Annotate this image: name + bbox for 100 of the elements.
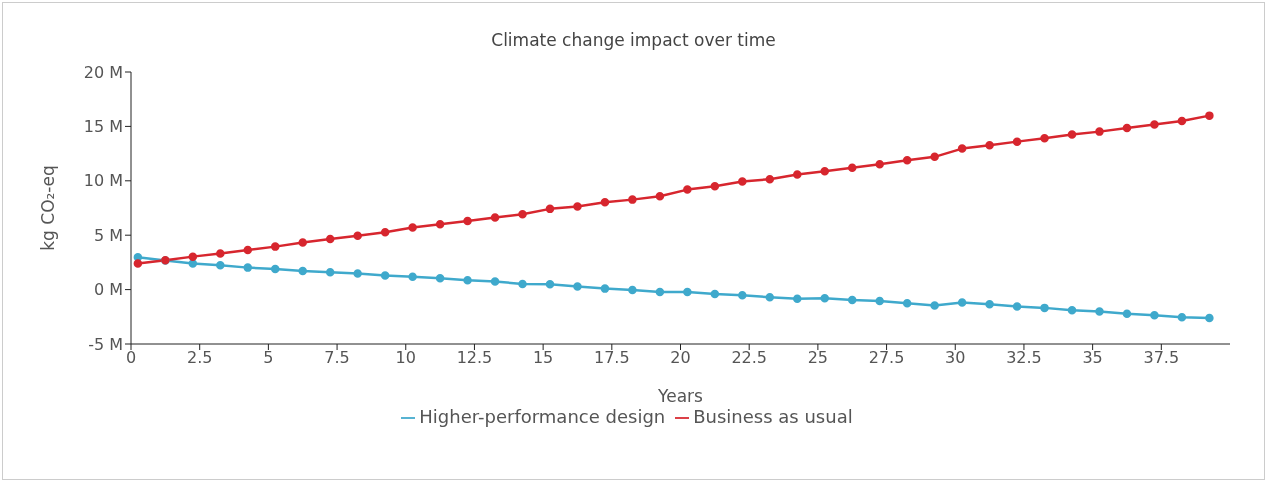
point — [1095, 307, 1104, 316]
x-tick-label: 15 — [532, 348, 554, 368]
point — [545, 279, 555, 289]
point — [1150, 120, 1159, 129]
y-tick-label: -5 M — [88, 334, 123, 354]
point — [738, 177, 747, 186]
x-tick-label: 30 — [945, 348, 966, 368]
point — [243, 245, 253, 255]
point — [1122, 123, 1132, 133]
point — [600, 284, 610, 293]
point — [793, 170, 802, 179]
chart-title: Climate change impact over time — [490, 30, 777, 50]
point — [902, 298, 912, 308]
x-tick-label: 5 — [263, 348, 274, 368]
x-axis-title: Years — [657, 386, 704, 406]
point — [1012, 302, 1022, 311]
point — [353, 231, 362, 240]
point — [1205, 111, 1214, 120]
x-tick-label: 27.5 — [868, 348, 905, 368]
point — [380, 271, 390, 280]
y-tick-label: 0 M — [93, 280, 123, 300]
point — [683, 185, 692, 194]
point — [655, 287, 665, 297]
point — [1040, 134, 1049, 143]
point — [847, 163, 857, 173]
point — [573, 202, 582, 211]
point — [1095, 127, 1104, 136]
point — [490, 213, 500, 222]
point — [518, 209, 527, 219]
point — [270, 264, 280, 274]
x-tick-label: 17.5 — [594, 348, 630, 368]
legend-label: Higher-performance design — [419, 406, 666, 427]
x-tick-label: 22.5 — [731, 348, 767, 368]
point — [793, 294, 802, 304]
point — [600, 197, 610, 207]
y-tick-label: 20 M — [83, 62, 123, 82]
point — [765, 174, 775, 184]
point — [1067, 305, 1077, 315]
point — [985, 299, 994, 309]
point — [1040, 303, 1049, 313]
point — [875, 159, 884, 169]
point — [710, 181, 720, 191]
point — [985, 140, 994, 150]
point — [270, 242, 280, 251]
point — [188, 252, 198, 261]
point — [1150, 311, 1159, 320]
point — [1205, 313, 1214, 323]
point — [133, 259, 143, 268]
y-tick-label: 10 M — [83, 171, 123, 191]
point — [490, 277, 500, 286]
x-tick-label: 32.5 — [1006, 348, 1042, 368]
point — [683, 287, 692, 297]
point — [820, 166, 829, 176]
point — [380, 228, 390, 237]
point — [902, 155, 912, 165]
point — [628, 195, 637, 204]
point — [518, 279, 527, 289]
point — [847, 295, 857, 305]
point — [216, 260, 225, 270]
point — [930, 152, 939, 162]
x-tick-label: 10 — [395, 348, 416, 368]
point — [655, 192, 665, 201]
y-axis-title: kg CO₂-eq — [38, 165, 58, 251]
x-tick-label: 37.5 — [1143, 348, 1180, 368]
point — [738, 290, 747, 300]
point — [408, 223, 417, 232]
x-tick-label: 35 — [1082, 348, 1103, 368]
point — [573, 282, 582, 291]
point — [408, 272, 417, 281]
point — [710, 289, 720, 299]
point — [545, 204, 555, 214]
point — [820, 293, 829, 303]
point — [765, 292, 775, 302]
point — [298, 266, 307, 276]
y-tick-label: 5 M — [93, 225, 123, 245]
point — [930, 301, 939, 310]
point — [435, 274, 445, 283]
point — [957, 144, 967, 153]
point — [628, 285, 637, 295]
x-tick-label: 20 — [670, 348, 691, 368]
point — [353, 269, 362, 278]
point — [1067, 130, 1077, 139]
y-tick-label: 15 M — [83, 117, 123, 137]
point — [325, 267, 335, 277]
point — [957, 298, 967, 307]
point — [325, 234, 335, 244]
x-tick-label: 2.5 — [186, 348, 213, 368]
point — [243, 263, 253, 272]
point — [875, 296, 884, 306]
point — [1012, 137, 1022, 146]
point — [216, 249, 225, 258]
legend-label: Business as usual — [693, 406, 853, 427]
point — [435, 219, 445, 229]
point — [1177, 116, 1187, 126]
x-tick-label: 25 — [807, 348, 829, 368]
x-tick-label: 12.5 — [456, 348, 493, 368]
point — [1177, 312, 1187, 322]
x-tick-label: 0 — [125, 348, 137, 368]
point — [188, 259, 198, 268]
point — [463, 216, 472, 226]
